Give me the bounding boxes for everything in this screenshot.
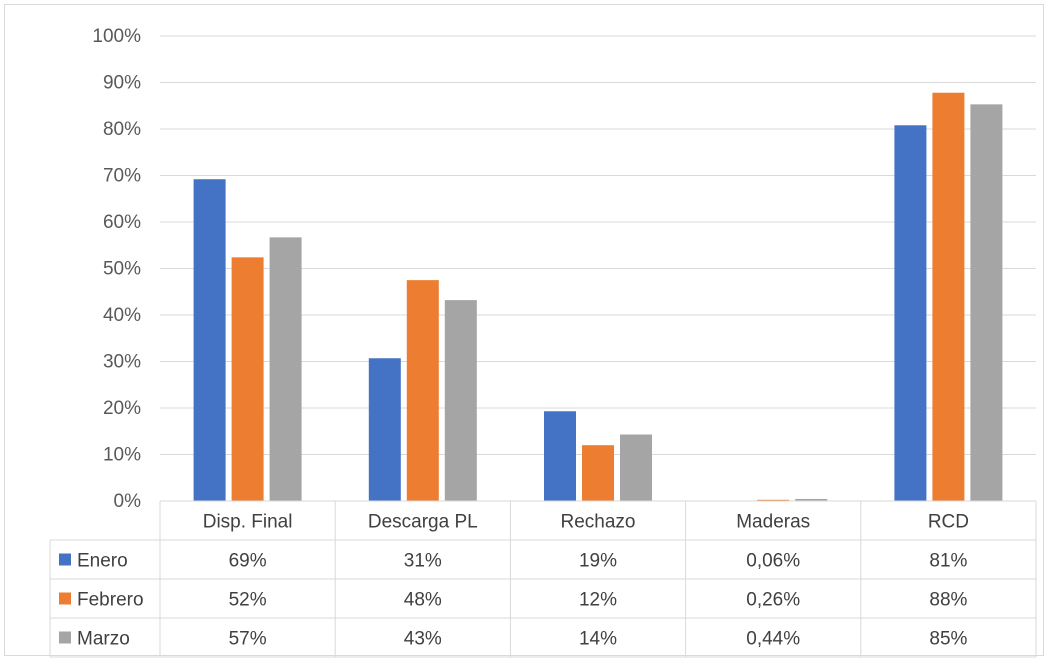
data-label: 0,44%	[746, 629, 800, 650]
y-tick-label: 50%	[103, 259, 141, 280]
data-label: 12%	[579, 590, 617, 611]
y-tick-label: 80%	[103, 119, 141, 140]
bar-marzo-1	[269, 237, 302, 501]
bar-febrero-5	[932, 92, 965, 501]
bar-marzo-5	[970, 104, 1003, 501]
data-label: 48%	[404, 590, 442, 611]
bar-marzo-4	[795, 498, 828, 501]
data-label: 81%	[929, 551, 967, 572]
bar-enero-3	[544, 411, 576, 501]
bar-febrero-2	[406, 280, 439, 501]
data-label: 31%	[404, 551, 442, 572]
legend-swatch-enero	[59, 553, 71, 566]
data-label: 52%	[229, 590, 267, 611]
bar-febrero-1	[231, 257, 264, 501]
data-label: 85%	[929, 629, 967, 650]
bar-febrero-4	[757, 499, 790, 501]
y-tick-label: 20%	[103, 398, 141, 419]
y-tick-label: 90%	[103, 73, 141, 94]
category-label: RCD	[928, 512, 969, 533]
category-label: Maderas	[736, 512, 810, 533]
data-label: 57%	[229, 629, 267, 650]
y-tick-label: 60%	[103, 212, 141, 233]
chart-frame	[4, 4, 1044, 656]
y-tick-label: 100%	[92, 26, 141, 47]
legend-label-enero: Enero	[77, 551, 128, 572]
bar-enero-2	[368, 358, 401, 501]
category-label: Disp. Final	[203, 512, 293, 533]
data-label: 69%	[229, 551, 267, 572]
legend-swatch-febrero	[59, 592, 71, 605]
bar-marzo-2	[444, 300, 477, 501]
y-tick-label: 30%	[103, 352, 141, 373]
legend-swatch-marzo	[59, 631, 71, 644]
bar-enero-1	[193, 179, 226, 501]
bar-febrero-3	[582, 445, 614, 501]
data-label: 88%	[929, 590, 967, 611]
data-label: 43%	[404, 629, 442, 650]
data-label: 19%	[579, 551, 617, 572]
y-tick-label: 40%	[103, 305, 141, 326]
y-tick-label: 10%	[103, 445, 141, 466]
legend-label-marzo: Marzo	[77, 629, 130, 650]
data-label: 14%	[579, 629, 617, 650]
data-label: 0,06%	[746, 551, 800, 572]
y-tick-label: 70%	[103, 166, 141, 187]
data-label: 0,26%	[746, 590, 800, 611]
bar-marzo-3	[620, 434, 652, 501]
category-label: Rechazo	[561, 512, 636, 533]
bar-enero-5	[894, 125, 927, 501]
category-label: Descarga PL	[368, 512, 478, 533]
y-tick-label: 0%	[114, 491, 142, 512]
legend-label-febrero: Febrero	[77, 590, 144, 611]
